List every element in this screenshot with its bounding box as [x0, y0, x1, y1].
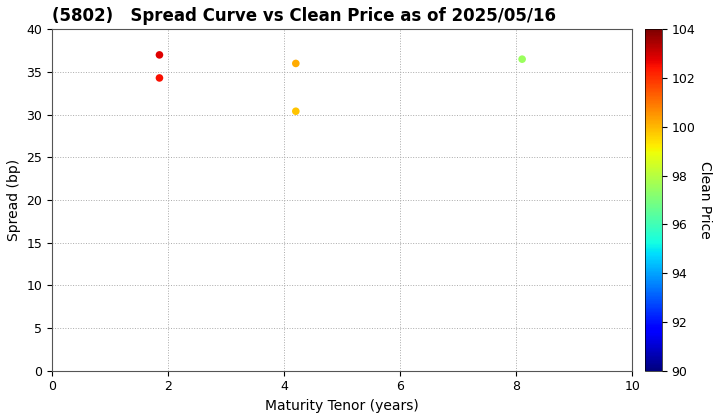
Y-axis label: Spread (bp): Spread (bp)	[7, 159, 21, 241]
Point	[516, 56, 528, 63]
Point	[290, 60, 302, 67]
Y-axis label: Clean Price: Clean Price	[698, 161, 712, 239]
Point	[153, 52, 165, 58]
X-axis label: Maturity Tenor (years): Maturity Tenor (years)	[266, 399, 419, 413]
Point	[153, 75, 165, 81]
Point	[290, 108, 302, 115]
Text: (5802)   Spread Curve vs Clean Price as of 2025/05/16: (5802) Spread Curve vs Clean Price as of…	[52, 7, 556, 25]
